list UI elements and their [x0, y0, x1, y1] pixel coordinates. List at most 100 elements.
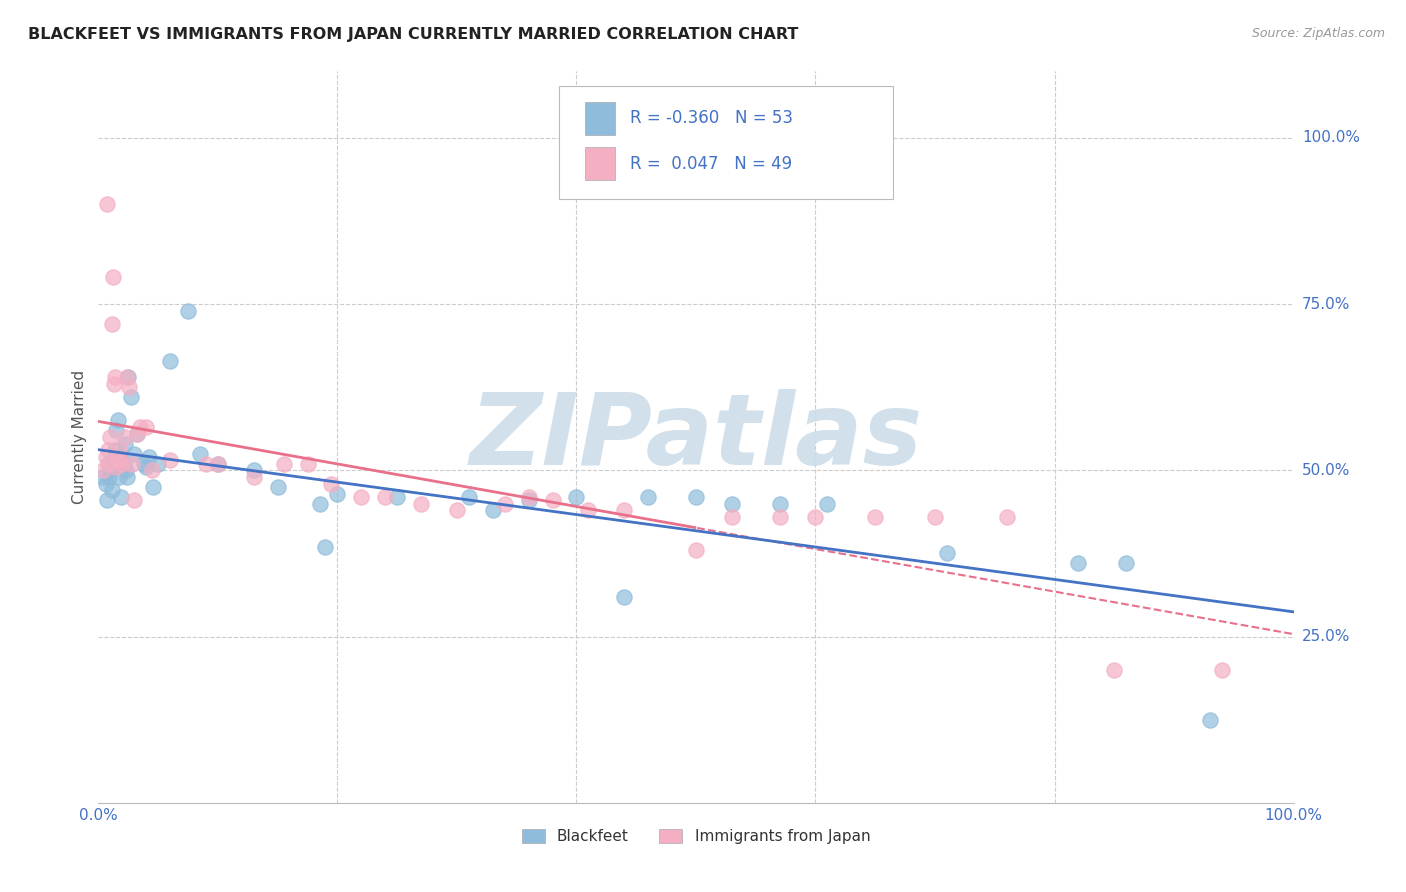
Point: [124, 447, 146, 461]
Y-axis label: Currently Married: Currently Married: [72, 370, 87, 504]
Point: [98, 470, 121, 484]
Point: [613, 503, 636, 517]
Point: [135, 420, 157, 434]
Point: [541, 493, 564, 508]
Point: [207, 457, 229, 471]
Text: R = -0.360   N = 53: R = -0.360 N = 53: [630, 110, 793, 128]
Text: R =  0.047   N = 49: R = 0.047 N = 49: [630, 154, 793, 173]
Point: [195, 457, 218, 471]
Point: [326, 486, 349, 500]
Point: [104, 443, 127, 458]
Point: [273, 457, 295, 471]
Point: [768, 497, 790, 511]
Point: [243, 463, 266, 477]
Point: [494, 497, 516, 511]
Point: [101, 453, 124, 467]
Point: [115, 370, 138, 384]
Text: Source: ZipAtlas.com: Source: ZipAtlas.com: [1251, 27, 1385, 40]
Point: [104, 370, 127, 384]
Point: [315, 540, 337, 554]
Point: [100, 483, 122, 498]
Point: [132, 457, 155, 471]
Text: 100.0%: 100.0%: [1302, 130, 1360, 145]
Point: [159, 453, 181, 467]
Point: [125, 426, 148, 441]
Point: [481, 503, 505, 517]
Point: [94, 450, 117, 464]
Point: [91, 463, 114, 477]
Point: [108, 450, 131, 464]
Point: [105, 424, 128, 438]
Point: [114, 436, 136, 450]
Point: [637, 490, 659, 504]
Point: [1211, 663, 1233, 677]
Point: [111, 460, 134, 475]
Point: [107, 443, 129, 458]
Point: [103, 376, 125, 391]
Text: 75.0%: 75.0%: [1302, 297, 1350, 311]
Point: [105, 460, 128, 475]
Point: [124, 493, 146, 508]
Point: [865, 509, 887, 524]
Point: [96, 197, 118, 211]
Point: [721, 497, 744, 511]
Point: [267, 480, 290, 494]
Point: [117, 370, 139, 384]
Point: [96, 493, 118, 508]
Text: ZIPatlas: ZIPatlas: [470, 389, 922, 485]
FancyBboxPatch shape: [585, 147, 614, 180]
Point: [159, 353, 181, 368]
Point: [297, 457, 319, 471]
Point: [142, 480, 165, 494]
Point: [97, 443, 120, 458]
Point: [578, 503, 600, 517]
Point: [94, 476, 117, 491]
Point: [115, 463, 138, 477]
Point: [924, 509, 946, 524]
Text: 50.0%: 50.0%: [1302, 463, 1350, 478]
Point: [98, 430, 122, 444]
Point: [207, 457, 229, 471]
Point: [115, 470, 138, 484]
Point: [458, 490, 481, 504]
Point: [101, 270, 124, 285]
Point: [815, 497, 838, 511]
Point: [129, 420, 152, 434]
Point: [98, 457, 121, 471]
Point: [768, 509, 790, 524]
Point: [1115, 557, 1137, 571]
Point: [804, 509, 827, 524]
Point: [125, 426, 148, 441]
Point: [308, 497, 330, 511]
Point: [100, 317, 122, 331]
Point: [148, 457, 170, 471]
Point: [350, 490, 373, 504]
Point: [121, 457, 143, 471]
Point: [114, 430, 136, 444]
Point: [138, 450, 160, 464]
Point: [188, 447, 211, 461]
Point: [446, 503, 468, 517]
Point: [1104, 663, 1126, 677]
Point: [103, 460, 125, 475]
Point: [243, 470, 266, 484]
Point: [107, 413, 129, 427]
Point: [97, 457, 120, 471]
Point: [613, 590, 636, 604]
Point: [685, 490, 707, 504]
Point: [936, 546, 959, 560]
Point: [111, 457, 134, 471]
Point: [385, 490, 409, 504]
Point: [107, 453, 129, 467]
Point: [995, 509, 1018, 524]
Point: [1067, 557, 1090, 571]
Point: [141, 463, 163, 477]
FancyBboxPatch shape: [558, 86, 893, 200]
Point: [91, 470, 114, 484]
Legend: Blackfeet, Immigrants from Japan: Blackfeet, Immigrants from Japan: [516, 822, 876, 850]
Point: [517, 493, 540, 508]
Point: [517, 490, 540, 504]
Text: BLACKFEET VS IMMIGRANTS FROM JAPAN CURRENTLY MARRIED CORRELATION CHART: BLACKFEET VS IMMIGRANTS FROM JAPAN CURRE…: [28, 27, 799, 42]
Point: [108, 453, 131, 467]
Point: [565, 490, 588, 504]
